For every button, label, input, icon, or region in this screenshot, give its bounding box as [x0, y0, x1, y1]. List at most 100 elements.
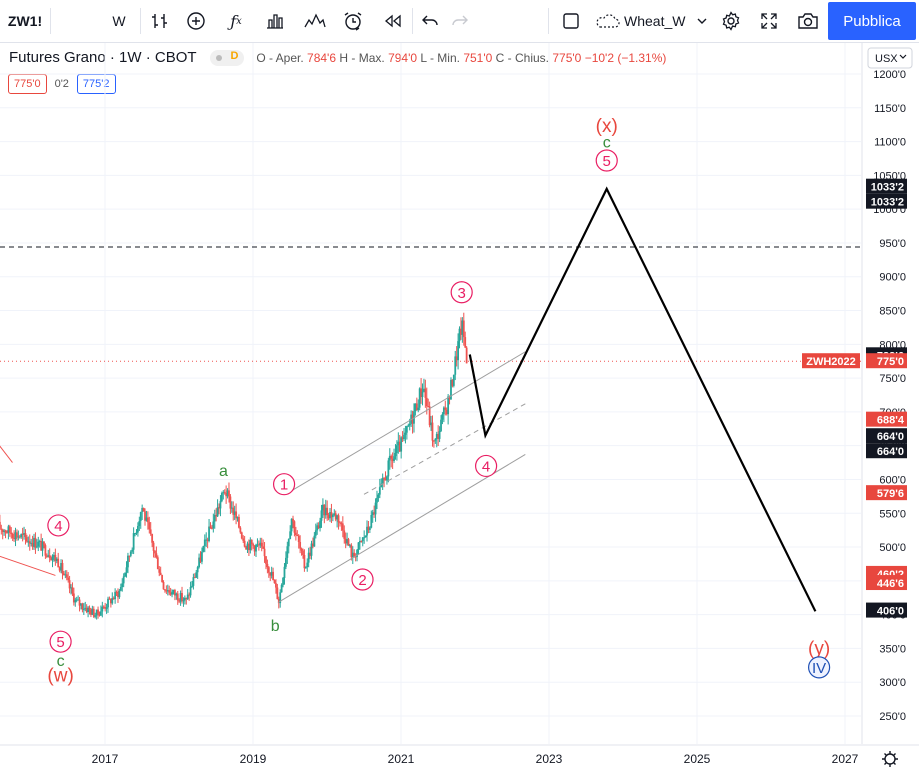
candle-body — [115, 591, 118, 593]
candle-body — [273, 580, 276, 584]
compare-icon[interactable] — [260, 6, 290, 36]
candle-body — [0, 528, 3, 530]
fullscreen-checkbox-icon[interactable] — [556, 6, 586, 36]
wave-label: 1 — [280, 477, 288, 494]
candle-body — [289, 531, 292, 540]
candle-body — [236, 516, 239, 519]
candle-body — [417, 407, 420, 411]
price-label: 579'6 — [877, 488, 904, 500]
add-indicator-icon[interactable] — [182, 6, 210, 36]
templates-icon[interactable] — [300, 6, 330, 36]
candle-body — [383, 478, 385, 480]
candle-body — [28, 541, 31, 544]
candle-body — [50, 558, 52, 561]
high-value: 794'0 — [388, 51, 418, 65]
candle-body — [252, 544, 255, 546]
symbol-search-button[interactable]: ZW1! — [7, 13, 43, 29]
candle-body — [185, 597, 188, 599]
candle-body — [48, 555, 51, 559]
candle-body — [91, 608, 94, 615]
candle-body — [182, 600, 185, 602]
open-value: 784'6 — [307, 51, 337, 65]
price-label-bg — [866, 575, 907, 591]
candle-body — [65, 574, 68, 578]
data-status-badge[interactable]: D — [210, 50, 245, 67]
expand-icon[interactable] — [754, 6, 784, 36]
candle-body — [131, 549, 134, 552]
price-label-bg — [866, 178, 907, 194]
candle-body — [373, 512, 376, 515]
candle-body — [263, 548, 266, 557]
candle-body — [380, 483, 383, 488]
candle-body — [279, 592, 282, 604]
candle-body — [174, 590, 176, 596]
alert-icon[interactable] — [338, 6, 368, 36]
symbol-title[interactable]: Futures Grano · 1W · CBOT — [9, 49, 197, 66]
candle-body — [349, 545, 351, 547]
candle-body — [243, 540, 246, 547]
wave-label: (y) — [808, 638, 830, 659]
candle-body — [3, 530, 6, 532]
bars-icon[interactable] — [146, 6, 174, 36]
time-tick-label: 2023 — [536, 752, 563, 766]
candle-body — [420, 388, 422, 398]
price-label-bg — [866, 428, 907, 444]
candle-body — [322, 504, 324, 511]
candle-body — [198, 557, 200, 568]
candle-body — [423, 388, 425, 392]
candle-body — [134, 533, 136, 535]
candle-body — [100, 611, 102, 616]
layout-selector[interactable]: Wheat_W — [594, 6, 714, 36]
price-label: 406'0 — [877, 606, 904, 618]
redo-icon[interactable] — [446, 6, 474, 36]
candle-body — [333, 513, 336, 515]
gear-icon[interactable] — [716, 6, 746, 36]
currency-selector[interactable]: USX — [867, 47, 913, 69]
candle-body — [431, 422, 434, 441]
price-tick-label: 500'0 — [879, 542, 906, 554]
candle-body — [34, 537, 37, 548]
candle-body — [424, 388, 427, 398]
candle-body — [442, 407, 445, 415]
candle-body — [386, 476, 388, 481]
candle-body — [403, 434, 405, 440]
candle-body — [168, 590, 171, 593]
symbol-tag: ZWH2022 — [806, 356, 856, 368]
candle-body — [164, 589, 166, 591]
publish-button[interactable]: Pubblica — [828, 2, 916, 40]
camera-icon[interactable] — [792, 6, 824, 36]
candle-body — [0, 521, 1, 529]
price-tick-label: 600'0 — [879, 474, 906, 486]
interval-button[interactable]: W — [112, 13, 126, 29]
candle-body — [122, 576, 125, 584]
candle-body — [67, 577, 70, 581]
spread-value: 0'2 — [54, 78, 69, 90]
candle-body — [290, 518, 293, 532]
candle-body — [4, 530, 7, 533]
candle-body — [451, 379, 454, 386]
undo-icon[interactable] — [416, 6, 444, 36]
candle-body — [156, 557, 159, 570]
replay-icon[interactable] — [378, 6, 408, 36]
candle-body — [24, 533, 27, 538]
candle-body — [226, 490, 229, 497]
candle-body — [367, 526, 370, 531]
candle-body — [186, 594, 189, 599]
layout-name: Wheat_W — [624, 13, 686, 29]
candle-body — [310, 543, 313, 556]
candle-body — [239, 527, 242, 533]
candle-body — [316, 525, 319, 531]
candle-body — [336, 515, 339, 520]
candle-body — [434, 438, 437, 441]
chart-legend: Futures Grano · 1W · CBOT D O - Aper. 78… — [9, 49, 666, 67]
candle-body — [31, 542, 34, 547]
candle-body — [176, 593, 179, 601]
time-tick-label: 2025 — [684, 752, 711, 766]
axis-gear-icon[interactable] — [882, 751, 898, 767]
candle-body — [14, 532, 17, 540]
close-label: C - Chius. — [495, 51, 549, 65]
candle-body — [162, 582, 165, 590]
candle-body — [435, 434, 438, 439]
